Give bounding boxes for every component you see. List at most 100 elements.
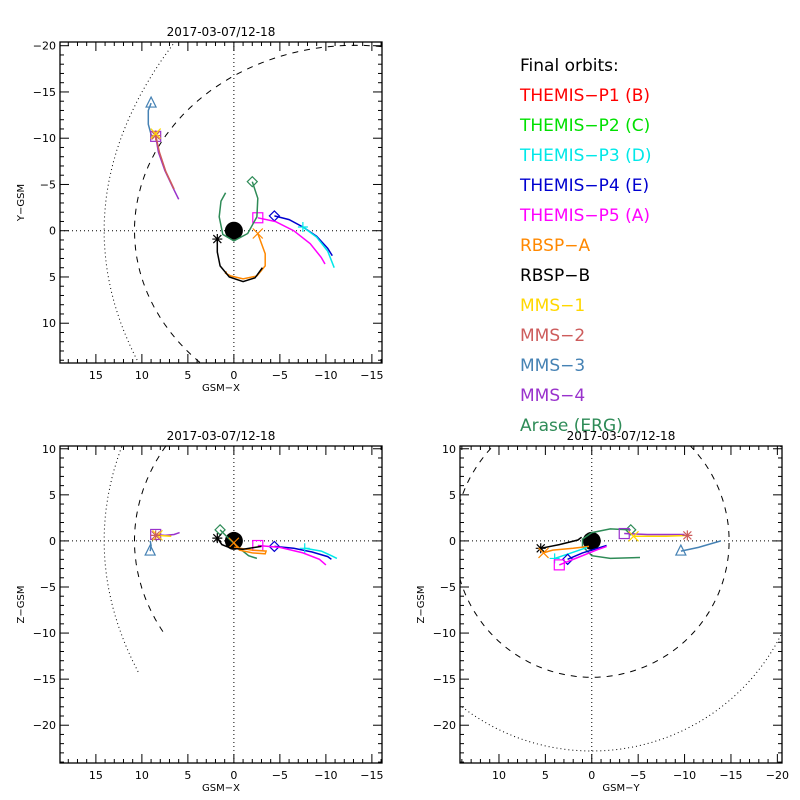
plot-area <box>60 42 382 363</box>
y-tick-label: −15 <box>433 673 456 686</box>
legend-item: MMS−4 <box>520 386 585 406</box>
legend-item: MMS−3 <box>520 356 585 376</box>
magnetopause-curve <box>134 446 167 637</box>
y-tick-label: −20 <box>33 719 56 732</box>
series-arase-erg- <box>218 175 259 242</box>
plot-title: 2017-03-07/12-18 <box>567 429 676 443</box>
x-tick-label: −10 <box>673 769 696 782</box>
series-themis-p4-e- <box>268 540 332 560</box>
y-tick-label: −20 <box>33 40 56 53</box>
y-tick-label: 0 <box>449 535 456 548</box>
orbit-marker-x <box>228 537 240 549</box>
series-themis-p4-e- <box>268 210 333 257</box>
y-tick-label: −5 <box>40 581 56 594</box>
bow-shock-curve <box>460 446 782 752</box>
x-tick-label: 15 <box>89 369 103 382</box>
y-tick-label: −10 <box>33 627 56 640</box>
orbit-marker-asterisk <box>682 530 693 541</box>
x-tick-label: 15 <box>89 769 103 782</box>
series-themis-p3-d- <box>299 543 338 560</box>
series-mms-2 <box>150 130 175 190</box>
series-rbsp-b <box>212 234 264 283</box>
legend: Final orbits: THEMIS−P1 (B) THEMIS−P2 (C) T… <box>519 56 651 436</box>
orbit-trace <box>540 536 583 550</box>
x-tick-label: 0 <box>230 369 237 382</box>
series-mms-3 <box>674 540 722 556</box>
legend-item: THEMIS−P5 (A) <box>519 206 650 226</box>
series-themis-p5-a- <box>553 545 607 571</box>
plot-frame <box>459 445 783 764</box>
series-rbsp-a <box>228 537 268 555</box>
series-themis-p4-e- <box>561 544 607 566</box>
orbit-trace <box>567 544 607 560</box>
y-tick-label: 10 <box>42 317 56 330</box>
orbit-marker-x <box>252 228 264 239</box>
legend-item: THEMIS−P4 (E) <box>519 176 649 196</box>
plot-title: 2017-03-07/12-18 <box>167 429 276 443</box>
orbit-trace <box>149 540 152 552</box>
plot-panel-3: 10 5 0 −5 −10 −15 −20 10 5 0 −5 −10 −15 −20 2017-03-07… <box>416 429 789 794</box>
orbit-trace <box>216 537 262 550</box>
bow-shock-curve <box>103 42 176 363</box>
legend-item: MMS−2 <box>520 326 585 346</box>
x-tick-label: 0 <box>230 769 237 782</box>
x-tick-label: 0 <box>588 769 595 782</box>
orbit-marker-plus <box>297 222 308 233</box>
orbit-marker-asterisk <box>150 530 161 541</box>
orbit-trace <box>543 545 590 554</box>
legend-title: Final orbits: <box>520 56 619 76</box>
orbit-trace <box>154 135 175 190</box>
orbit-trace <box>581 528 641 560</box>
series-rbsp-b <box>535 536 583 554</box>
orbit-trace <box>274 545 332 560</box>
y-tick-label: −15 <box>33 86 56 99</box>
x-axis-label: GSM−X <box>202 383 240 394</box>
series-themis-p5-a- <box>252 212 326 265</box>
legend-item: RBSP−A <box>520 236 590 256</box>
orbit-marker-diamond <box>246 175 259 188</box>
orbit-marker-asterisk <box>212 234 223 245</box>
y-tick-label: −5 <box>440 581 456 594</box>
series-rbsp-a <box>538 545 590 559</box>
legend-item: THEMIS−P2 (C) <box>519 116 650 136</box>
legend-item: RBSP−B <box>520 266 590 286</box>
y-axis-label: Z−GSM <box>16 586 27 624</box>
y-tick-label: 5 <box>449 489 456 502</box>
y-tick-label: −20 <box>433 719 456 732</box>
orbit-marker-triangle <box>145 95 158 108</box>
orbit-trace <box>257 544 327 566</box>
series-mms-3 <box>144 540 157 556</box>
x-tick-label: 5 <box>184 769 191 782</box>
orbit-marker-triangle <box>144 543 157 556</box>
plot-area <box>460 446 782 763</box>
earth-disk <box>224 531 243 550</box>
x-tick-label: −5 <box>630 769 646 782</box>
series-mms-2 <box>682 530 693 541</box>
earth-disk <box>224 221 243 240</box>
legend-item: MMS−1 <box>520 296 585 316</box>
orbit-trace <box>216 239 264 283</box>
x-tick-label: −5 <box>272 769 288 782</box>
y-tick-label: −10 <box>433 627 456 640</box>
orbit-trace <box>559 545 607 566</box>
series-mms-4 <box>150 130 180 200</box>
plot-panel-2: 15 10 5 0 −5 −10 −15 10 5 0 −5 −10 −15 −20 2017-03-07/… <box>16 429 383 794</box>
orbit-trace <box>218 181 259 242</box>
magnetopause-curve <box>134 44 382 363</box>
plot-title: 2017-03-07/12-18 <box>167 25 276 39</box>
x-tick-label: 10 <box>135 369 149 382</box>
series-themis-p3-d- <box>297 222 335 268</box>
orbit-marker-asterisk <box>535 543 546 554</box>
x-tick-label: −15 <box>719 769 742 782</box>
x-tick-label: 5 <box>184 369 191 382</box>
orbit-trace <box>302 226 335 268</box>
orbit-marker-x <box>538 547 549 559</box>
series-mms-1 <box>628 530 690 542</box>
legend-item: THEMIS−P1 (B) <box>519 86 650 106</box>
orbit-trace <box>233 542 268 555</box>
y-tick-label: −5 <box>40 178 56 191</box>
orbit-trace <box>554 546 588 560</box>
orbit-marker-plus <box>299 543 310 554</box>
y-tick-label: 0 <box>49 535 56 548</box>
